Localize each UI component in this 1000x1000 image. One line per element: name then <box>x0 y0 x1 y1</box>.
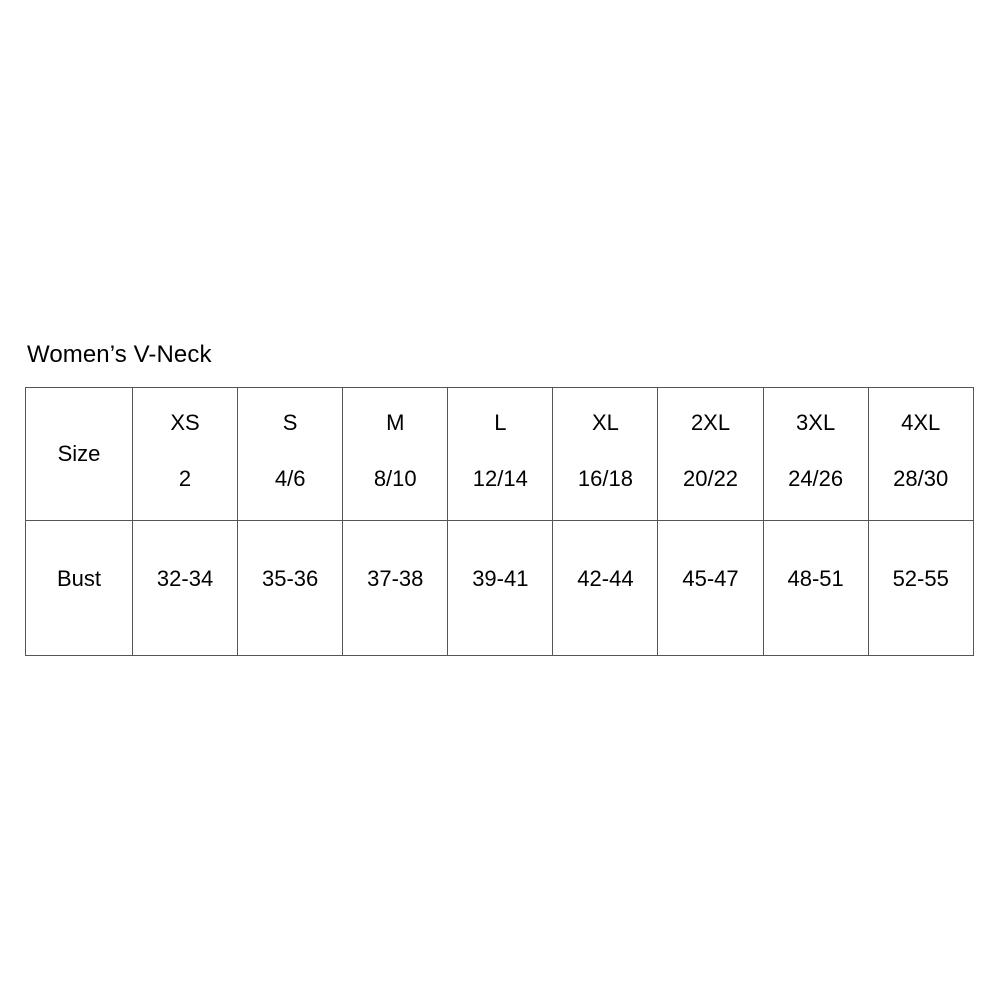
size-header-cell-l: L 12/14 <box>447 387 554 521</box>
bust-value-4xl: 52-55 <box>892 566 949 591</box>
size-header-stack-l: L 12/14 <box>448 388 552 520</box>
size-alpha-xl: XL <box>591 410 619 435</box>
bust-value-xs: 32-34 <box>156 566 214 591</box>
size-header-cell-3xl: 3XL 24/26 <box>762 387 869 521</box>
bust-value-2xl: 45-47 <box>682 566 739 591</box>
size-alpha-s: S <box>282 410 298 435</box>
size-numeric-xs: 2 <box>178 466 192 491</box>
size-numeric-3xl: 24/26 <box>788 466 844 491</box>
bust-value-3xl: 48-51 <box>787 566 844 591</box>
size-header-stack-s: S 4/6 <box>238 388 342 520</box>
size-header-stack-2xl: 2XL 20/22 <box>658 388 762 520</box>
size-header-cell-s: S 4/6 <box>237 387 344 521</box>
size-numeric-2xl: 20/22 <box>682 466 739 491</box>
size-header-cell-2xl: 2XL 20/22 <box>657 387 764 521</box>
bust-cell-l: 39-41 <box>447 520 554 656</box>
size-alpha-m: M <box>386 410 405 435</box>
size-chart-table: Size XS 2 S 4/6 M <box>25 387 974 656</box>
row-header-bust-inner: Bust <box>26 521 132 655</box>
bust-value-m-inner: 37-38 <box>343 521 447 655</box>
row-header-size-label: Size <box>57 441 101 466</box>
bust-value-l-inner: 39-41 <box>448 521 552 655</box>
size-header-cell-xs: XS 2 <box>131 387 239 521</box>
size-alpha-xs: XS <box>170 410 200 435</box>
size-numeric-xl: 16/18 <box>577 466 633 491</box>
bust-cell-xl: 42-44 <box>552 520 659 656</box>
row-header-bust-label: Bust <box>56 566 102 591</box>
page-title: Women’s V-Neck <box>27 341 212 368</box>
size-numeric-m: 8/10 <box>373 466 417 491</box>
size-header-cell-xl: XL 16/18 <box>552 387 659 521</box>
size-alpha-2xl: 2XL <box>690 410 731 435</box>
size-header-stack-xl: XL 16/18 <box>553 388 657 520</box>
bust-cell-4xl: 52-55 <box>867 520 974 656</box>
size-alpha-4xl: 4XL <box>901 410 941 435</box>
row-header-bust: Bust <box>25 520 133 656</box>
bust-value-s: 35-36 <box>262 566 319 591</box>
size-header-stack-xs: XS 2 <box>133 388 237 520</box>
bust-value-3xl-inner: 48-51 <box>764 521 868 655</box>
table-row-bust: Bust 32-34 35-36 37-38 <box>25 520 974 656</box>
bust-value-xl: 42-44 <box>577 566 634 591</box>
table-row-size: Size XS 2 S 4/6 M <box>25 387 974 521</box>
size-alpha-3xl: 3XL <box>796 410 836 435</box>
bust-value-xl-inner: 42-44 <box>553 521 657 655</box>
size-header-stack-4xl: 4XL 28/30 <box>869 388 973 520</box>
bust-value-s-inner: 35-36 <box>238 521 342 655</box>
size-header-cell-4xl: 4XL 28/30 <box>867 387 974 521</box>
bust-cell-2xl: 45-47 <box>657 520 764 656</box>
size-header-stack-m: M 8/10 <box>343 388 447 520</box>
size-numeric-s: 4/6 <box>274 466 306 491</box>
size-alpha-l: L <box>494 410 507 435</box>
bust-value-l: 39-41 <box>472 566 529 591</box>
bust-cell-s: 35-36 <box>237 520 344 656</box>
bust-value-xs-inner: 32-34 <box>133 521 237 655</box>
size-header-cell-m: M 8/10 <box>342 387 449 521</box>
size-header-stack-3xl: 3XL 24/26 <box>764 388 868 520</box>
row-header-size: Size <box>25 387 133 521</box>
bust-value-4xl-inner: 52-55 <box>869 521 973 655</box>
bust-cell-m: 37-38 <box>342 520 449 656</box>
bust-cell-xs: 32-34 <box>131 520 239 656</box>
bust-value-2xl-inner: 45-47 <box>658 521 762 655</box>
size-numeric-l: 12/14 <box>472 466 528 491</box>
size-numeric-4xl: 28/30 <box>893 466 949 491</box>
bust-value-m: 37-38 <box>367 566 424 591</box>
bust-cell-3xl: 48-51 <box>762 520 869 656</box>
